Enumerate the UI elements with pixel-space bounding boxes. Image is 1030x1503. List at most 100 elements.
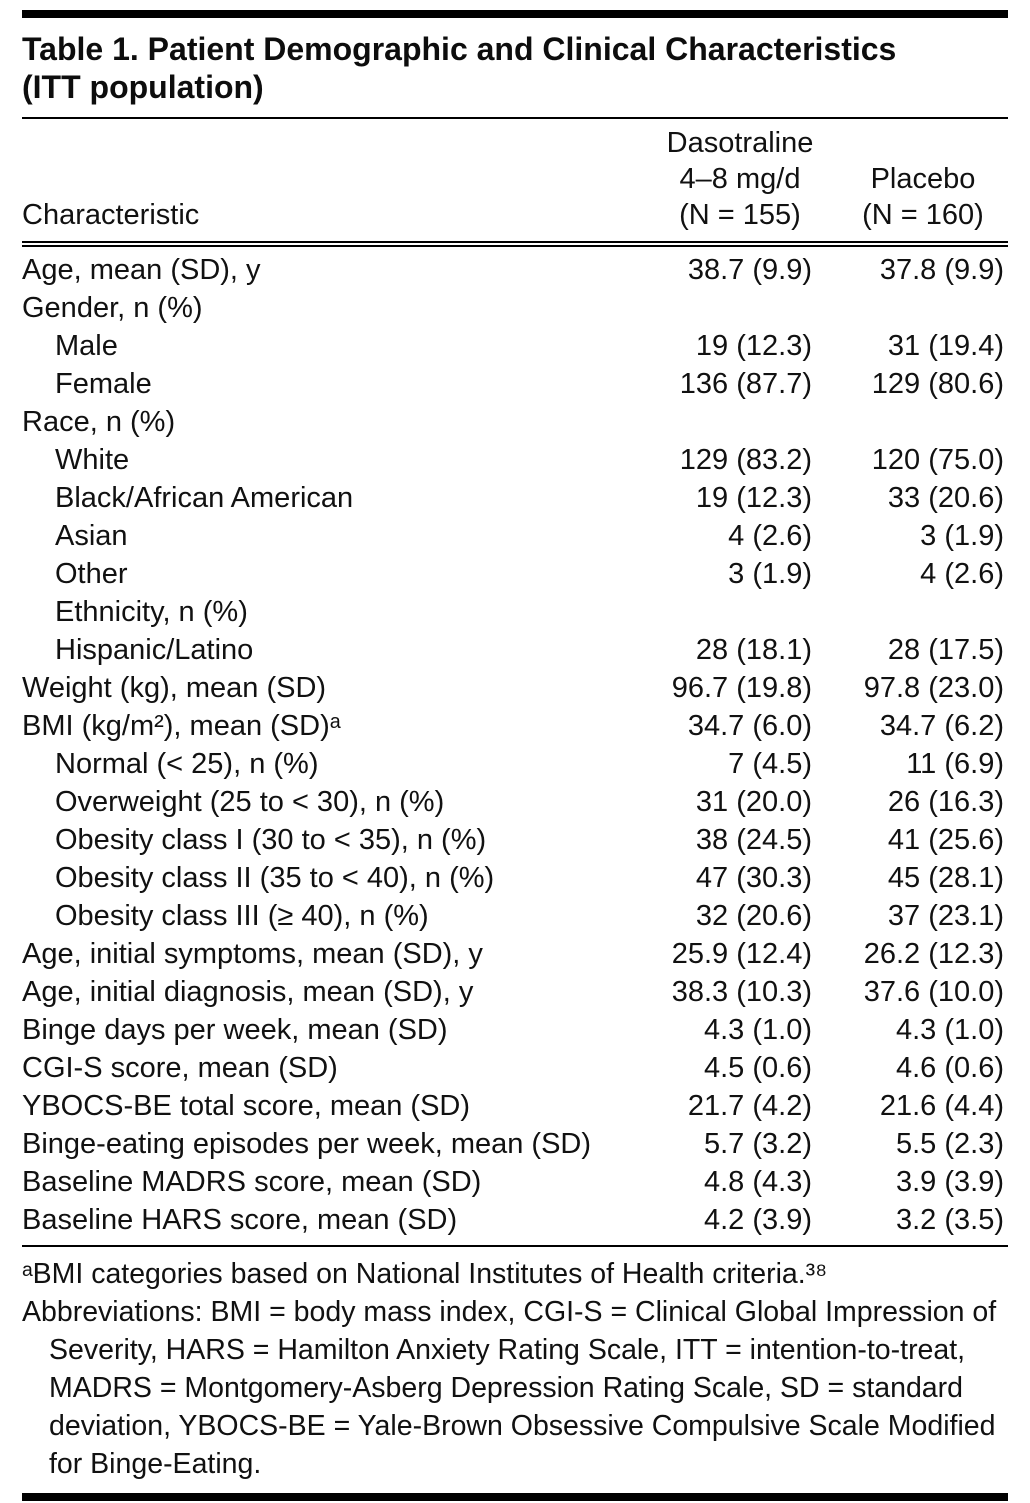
- dasotraline-value: 96.7 (19.8): [671, 671, 812, 704]
- row-label: Obesity class III (≥ 40), n (%): [55, 899, 429, 932]
- dasotraline-value: [642, 289, 838, 327]
- row-label: Weight (kg), mean (SD): [22, 671, 327, 704]
- placebo-value: 11 (6.9): [906, 747, 1004, 780]
- dasotraline-value: 21.7 (4.2): [687, 1089, 812, 1122]
- table-title: Table 1. Patient Demographic and Clinica…: [22, 30, 1008, 107]
- dasotraline-value: 31 (20.0): [695, 785, 812, 818]
- placebo-value: 28 (17.5): [887, 633, 1004, 666]
- placebo-value: 4.6 (0.6): [896, 1051, 1004, 1084]
- table-row: Male 19 (12.3) 31 (19.4): [22, 327, 1008, 365]
- header-dasotraline-line3: (N = 155): [679, 198, 801, 231]
- placebo-value: 33 (20.6): [887, 481, 1004, 514]
- row-label: Other: [55, 557, 128, 590]
- dasotraline-value: 4.2 (3.9): [704, 1203, 812, 1236]
- table-row: Obesity class II (35 to < 40), n (%) 47 …: [22, 859, 1008, 897]
- table-row: Race, n (%): [22, 403, 1008, 441]
- table-row: Black/African American 19 (12.3) 33 (20.…: [22, 479, 1008, 517]
- row-label: YBOCS-BE total score, mean (SD): [22, 1089, 471, 1122]
- dasotraline-value: 38 (24.5): [695, 823, 812, 856]
- dasotraline-value: 25.9 (12.4): [671, 937, 812, 970]
- row-label: Age, initial diagnosis, mean (SD), y: [22, 975, 474, 1008]
- row-label: Age, mean (SD), y: [22, 253, 261, 286]
- placebo-value: [838, 593, 1008, 631]
- header-dasotraline-line1: Dasotraline: [666, 126, 814, 159]
- placebo-value: 120 (75.0): [871, 443, 1004, 476]
- header-dasotraline: Dasotraline 4–8 mg/d (N = 155): [642, 118, 838, 247]
- dasotraline-value: 129 (83.2): [679, 443, 812, 476]
- table-row: White 129 (83.2) 120 (75.0): [22, 441, 1008, 479]
- table-row: Overweight (25 to < 30), n (%) 31 (20.0)…: [22, 783, 1008, 821]
- row-label: White: [55, 443, 130, 476]
- header-placebo-line1: Placebo: [870, 162, 976, 195]
- row-label: Ethnicity, n (%): [55, 595, 248, 628]
- row-label: Female: [55, 367, 152, 400]
- table-row: Ethnicity, n (%): [22, 593, 1008, 631]
- table-row: Obesity class III (≥ 40), n (%) 32 (20.6…: [22, 897, 1008, 935]
- dasotraline-value: [642, 403, 838, 441]
- placebo-value: [838, 289, 1008, 327]
- placebo-value: 26 (16.3): [887, 785, 1004, 818]
- table-row: YBOCS-BE total score, mean (SD) 21.7 (4.…: [22, 1087, 1008, 1125]
- placebo-value: 34.7 (6.2): [879, 709, 1004, 742]
- placebo-value: 4.3 (1.0): [896, 1013, 1004, 1046]
- table-row: BMI (kg/m²), mean (SD)ᵃ 34.7 (6.0) 34.7 …: [22, 707, 1008, 745]
- footnote-bmi-criteria: ᵃBMI categories based on National Instit…: [22, 1257, 828, 1290]
- row-label: Baseline MADRS score, mean (SD): [22, 1165, 482, 1198]
- table-row: Age, mean (SD), y 38.7 (9.9) 37.8 (9.9): [22, 244, 1008, 289]
- row-label: Male: [55, 329, 118, 362]
- placebo-value: 5.5 (2.3): [896, 1127, 1004, 1160]
- placebo-value: 3.2 (3.5): [896, 1203, 1004, 1236]
- footnotes: ᵃBMI categories based on National Instit…: [22, 1247, 1008, 1493]
- placebo-value: 37 (23.1): [887, 899, 1004, 932]
- table-row: Other 3 (1.9) 4 (2.6): [22, 555, 1008, 593]
- dasotraline-value: 7 (4.5): [728, 747, 812, 780]
- row-label: Binge-eating episodes per week, mean (SD…: [22, 1127, 592, 1160]
- placebo-value: 21.6 (4.4): [879, 1089, 1004, 1122]
- dasotraline-value: 38.3 (10.3): [671, 975, 812, 1008]
- dasotraline-value: 136 (87.7): [679, 367, 812, 400]
- dasotraline-value: 47 (30.3): [695, 861, 812, 894]
- table-title-line1: Table 1. Patient Demographic and Clinica…: [22, 31, 897, 67]
- bottom-margin: [22, 1501, 1008, 1503]
- row-label: Binge days per week, mean (SD): [22, 1013, 448, 1046]
- placebo-value: 3 (1.9): [920, 519, 1004, 552]
- placebo-value: 41 (25.6): [887, 823, 1004, 856]
- demographics-table: Characteristic Dasotraline 4–8 mg/d (N =…: [22, 118, 1008, 1247]
- placebo-value: 3.9 (3.9): [896, 1165, 1004, 1198]
- header-placebo-line2: (N = 160): [862, 198, 984, 231]
- table-header: Characteristic Dasotraline 4–8 mg/d (N =…: [22, 118, 1008, 247]
- table-row: Female 136 (87.7) 129 (80.6): [22, 365, 1008, 403]
- row-label: Overweight (25 to < 30), n (%): [55, 785, 445, 818]
- row-label: Obesity class I (30 to < 35), n (%): [55, 823, 487, 856]
- placebo-value: 4 (2.6): [920, 557, 1004, 590]
- row-label: CGI-S score, mean (SD): [22, 1051, 338, 1084]
- row-label: BMI (kg/m²), mean (SD)ᵃ: [22, 709, 341, 742]
- header-row: Characteristic Dasotraline 4–8 mg/d (N =…: [22, 118, 1008, 247]
- header-placebo: Placebo (N = 160): [838, 118, 1008, 247]
- table-row: Hispanic/Latino 28 (18.1) 28 (17.5): [22, 631, 1008, 669]
- table-body: Age, mean (SD), y 38.7 (9.9) 37.8 (9.9) …: [22, 244, 1008, 1246]
- title-rule: [22, 116, 1008, 119]
- table-row: Gender, n (%): [22, 289, 1008, 327]
- dasotraline-value: 19 (12.3): [695, 481, 812, 514]
- dasotraline-value: 28 (18.1): [695, 633, 812, 666]
- placebo-value: 45 (28.1): [887, 861, 1004, 894]
- placebo-value: 26.2 (12.3): [863, 937, 1004, 970]
- table-row: Age, initial diagnosis, mean (SD), y 38.…: [22, 973, 1008, 1011]
- placebo-value: 37.8 (9.9): [879, 253, 1004, 286]
- dasotraline-value: 34.7 (6.0): [687, 709, 812, 742]
- table-row: Age, initial symptoms, mean (SD), y 25.9…: [22, 935, 1008, 973]
- row-label: Black/African American: [55, 481, 354, 514]
- dasotraline-value: 38.7 (9.9): [687, 253, 812, 286]
- placebo-value: 37.6 (10.0): [863, 975, 1004, 1008]
- bottom-rule: [22, 1492, 1008, 1501]
- dasotraline-value: 32 (20.6): [695, 899, 812, 932]
- row-label: Age, initial symptoms, mean (SD), y: [22, 937, 483, 970]
- table-row: Asian 4 (2.6) 3 (1.9): [22, 517, 1008, 555]
- table-row: Binge days per week, mean (SD) 4.3 (1.0)…: [22, 1011, 1008, 1049]
- row-label: Gender, n (%): [22, 291, 203, 324]
- table-title-line2: (ITT population): [22, 69, 264, 106]
- row-label: Asian: [55, 519, 128, 552]
- dasotraline-value: 19 (12.3): [695, 329, 812, 362]
- placebo-value: 129 (80.6): [871, 367, 1004, 400]
